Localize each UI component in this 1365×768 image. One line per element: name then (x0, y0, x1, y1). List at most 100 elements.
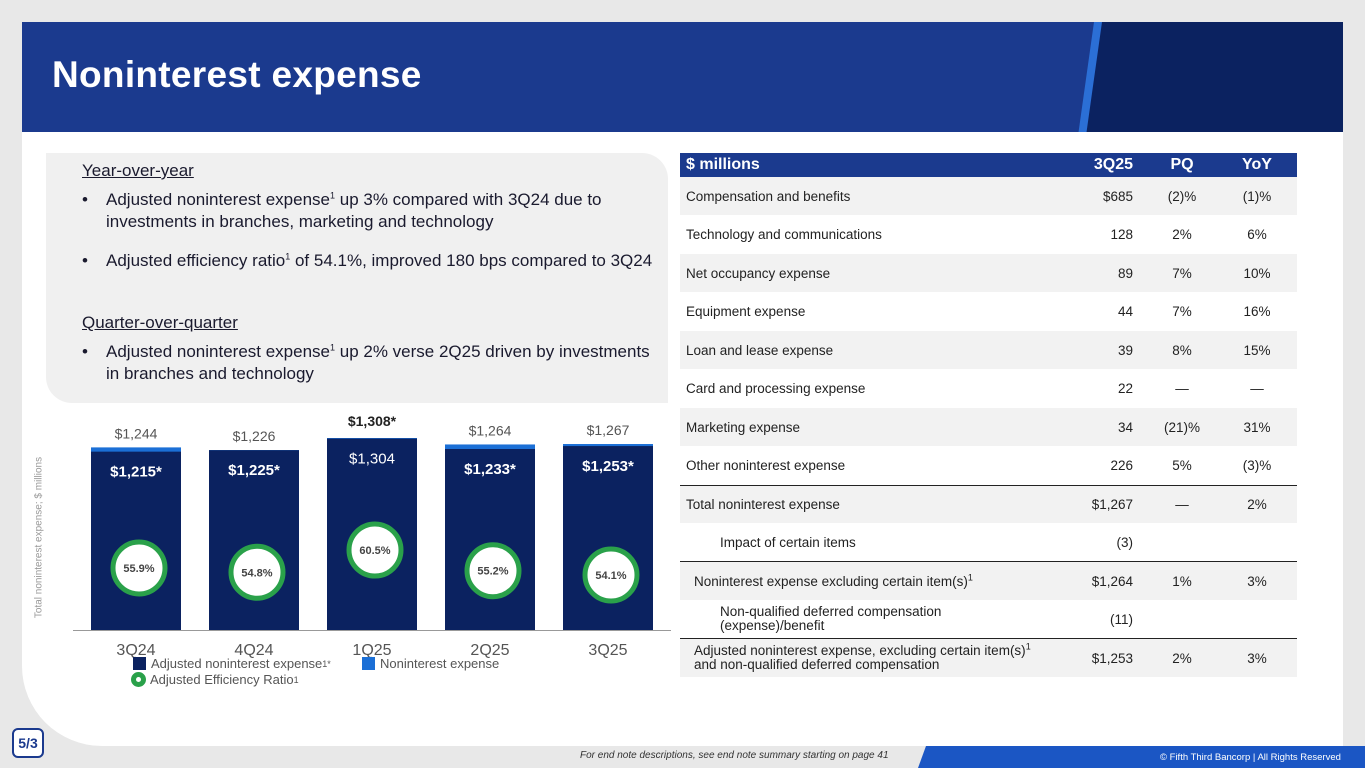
header-dark-panel (1086, 22, 1343, 132)
footnote-ref: 1 (967, 572, 973, 582)
table-row: Net occupancy expense 89 7% 10% (680, 254, 1297, 292)
slide-canvas: Noninterest expense Year-over-year • Adj… (22, 22, 1343, 746)
value-pq: 2% (1172, 650, 1192, 666)
row-label: Marketing expense (680, 420, 1037, 435)
table-row: Equipment expense 44 7% 16% (680, 292, 1297, 331)
legend-swatch (133, 657, 146, 670)
table-row: Marketing expense 34 (21)% 31% (680, 408, 1297, 446)
row-label-text: Adjusted noninterest expense, excluding … (694, 643, 1026, 658)
value-yoy: 16% (1243, 304, 1271, 319)
bar-group-3q25: $1,267 $1,253* 54.1% 3Q25 (563, 422, 653, 659)
value-yoy: 2% (1247, 497, 1267, 512)
expense-bar-chart: Total noninterest expense; $ millions $1… (22, 412, 672, 712)
legend-label: Noninterest expense (380, 656, 500, 671)
footnote-ref: 1 (285, 251, 291, 262)
row-label-text: Compensation and benefits (686, 188, 851, 204)
legend-swatch (362, 657, 375, 670)
commentary-panel: Year-over-year • Adjusted noninterest ex… (46, 153, 668, 403)
legend-label: Adjusted noninterest expense (151, 656, 323, 671)
efficiency-ratio-ring (228, 543, 286, 601)
x-tick-label: 1Q25 (352, 642, 391, 659)
row-label-text: Other noninterest expense (686, 458, 846, 473)
bullet-dot: • (82, 190, 88, 209)
bar-group-2q25: $1,264 $1,233* 55.2% 2Q25 (445, 422, 535, 659)
legend-item-efficiency: Adjusted Efficiency Ratio 1 (131, 672, 299, 687)
row-label-text: Marketing expense (686, 419, 801, 435)
value-pq: 7% (1172, 265, 1192, 281)
value-3q25: $1,253 (1091, 650, 1133, 666)
bar-group-4q24: $1,226 $1,225* 54.8% 4Q24 (209, 428, 299, 659)
row-label: Net occupancy expense (680, 266, 1037, 281)
row-label: Noninterest expense excluding certain it… (680, 572, 1037, 589)
value-3q25: 22 (1117, 381, 1133, 396)
table-row: Technology and communications 128 2% 6% (680, 215, 1297, 254)
value-yoy: (1)% (1242, 188, 1272, 204)
fifth-third-logo: 5/3 (12, 728, 44, 758)
adjusted-value-label: $1,253* (582, 458, 634, 475)
efficiency-ratio-label: 54.1% (595, 570, 626, 582)
value-yoy: 31% (1243, 419, 1271, 435)
row-label: Equipment expense (680, 304, 1037, 319)
yoy-bullet-1: • Adjusted noninterest expense1 up 3% co… (82, 189, 666, 233)
value-pq: 2% (1172, 227, 1192, 242)
x-tick-label: 3Q24 (116, 642, 155, 659)
efficiency-ratio-label: 54.8% (241, 567, 272, 579)
bullet-text: up 3% compared with 3Q24 due to investme… (106, 190, 602, 231)
x-tick-label: 3Q25 (588, 642, 627, 659)
row-label: Impact of certain items (680, 535, 1037, 550)
bullet-text: Adjusted noninterest expense (106, 342, 330, 361)
bullet-text: Adjusted efficiency ratio (106, 251, 286, 270)
x-tick-label: 4Q24 (234, 642, 273, 659)
efficiency-ratio-ring (464, 542, 522, 600)
value-pq: (2)% (1167, 188, 1197, 204)
page-title: Noninterest expense (52, 54, 422, 95)
row-label-text: Non-qualified deferred compensation (exp… (720, 604, 942, 633)
row-label: Non-qualified deferred compensation (exp… (680, 605, 1010, 633)
row-label: Card and processing expense (680, 381, 1037, 396)
value-3q25: 89 (1117, 265, 1133, 281)
table-row: Non-qualified deferred compensation (exp… (680, 600, 1297, 638)
table-header-cell: YoY (1242, 156, 1272, 173)
yoy-bullet-2: • Adjusted efficiency ratio1 of 54.1%, i… (82, 250, 666, 272)
value-yoy: 6% (1247, 227, 1267, 242)
value-pq: 1% (1172, 573, 1192, 589)
value-3q25: $685 (1102, 188, 1133, 204)
legend-ring-icon (131, 672, 146, 687)
row-label-text: Loan and lease expense (686, 342, 834, 358)
value-pq: (21)% (1163, 419, 1200, 435)
yoy-heading: Year-over-year (82, 161, 194, 180)
value-yoy: 3% (1247, 573, 1267, 589)
copyright-text: © Fifth Third Bancorp | All Rights Reser… (1160, 752, 1341, 763)
row-label: Technology and communications (680, 227, 1037, 242)
value-3q25: 128 (1110, 227, 1133, 242)
bar-group-3q24: $1,244 $1,215* 55.9% 3Q24 (91, 425, 181, 659)
adjusted-value-label: $1,215* (110, 464, 162, 481)
row-label-text: Impact of certain items (720, 534, 856, 550)
table-header-row: $ millions 3Q25 PQ YoY (680, 153, 1297, 177)
footnote-ref: 1 (330, 342, 336, 353)
row-label-text: Equipment expense (686, 304, 806, 319)
total-value-label: $1,308* (348, 413, 397, 429)
value-3q25: 226 (1110, 458, 1133, 473)
total-value-label: $1,226 (233, 428, 276, 444)
table-row: Other noninterest expense 226 5% (3)% (680, 446, 1297, 485)
table-row: Impact of certain items (3) (680, 523, 1297, 561)
value-yoy: — (1250, 381, 1264, 396)
table-row: Card and processing expense 22 — — (680, 369, 1297, 408)
end-note-reference: For end note descriptions, see end note … (580, 750, 889, 761)
row-label-text: Technology and communications (686, 227, 882, 242)
row-label-text: Noninterest expense excluding certain it… (694, 573, 968, 589)
adjusted-value-label: $1,225* (228, 462, 280, 479)
footer-bar (930, 746, 1365, 768)
efficiency-ratio-label: 55.9% (123, 563, 154, 575)
value-yoy: 10% (1243, 265, 1271, 281)
efficiency-ratio-ring (346, 521, 404, 579)
value-pq: — (1175, 497, 1189, 512)
row-label: Other noninterest expense (680, 458, 1037, 473)
qoq-bullet-1: • Adjusted noninterest expense1 up 2% ve… (82, 341, 666, 385)
bullet-dot: • (82, 342, 88, 361)
value-3q25: $1,267 (1091, 497, 1133, 512)
legend-item-noninterest: Noninterest expense (362, 656, 499, 671)
row-label: Compensation and benefits (680, 189, 1037, 204)
